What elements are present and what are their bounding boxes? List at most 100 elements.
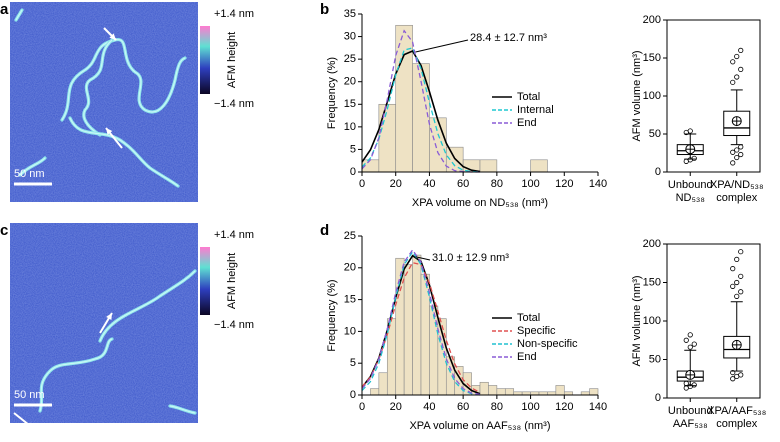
x-tick-label: 20	[390, 178, 402, 190]
x-tick-label: 100	[521, 178, 539, 190]
y-tick-label: 30	[344, 30, 356, 42]
outlier	[734, 53, 740, 60]
outlier	[683, 380, 689, 386]
outlier	[687, 128, 693, 134]
legend-label: Total	[517, 91, 540, 103]
y-tick-label: 15	[344, 294, 356, 306]
dna-highlight	[69, 117, 179, 187]
colorbar-title: AFM height	[226, 253, 238, 309]
panel-letter: a	[0, 1, 9, 18]
bar	[429, 305, 439, 396]
annotation: 28.4 ± 12.7 nm³	[470, 32, 547, 44]
arrow-head	[106, 313, 112, 320]
bar	[378, 103, 397, 173]
y-tick-label: 10	[344, 121, 356, 133]
y-tick-label: 0	[655, 392, 661, 404]
x-tick-label: 140	[589, 401, 607, 413]
outlier	[730, 283, 736, 289]
x-tick-label: 0	[359, 401, 365, 413]
colorbar-max: +1.4 nm	[214, 8, 254, 20]
legend-label: Internal	[517, 104, 554, 116]
y-tick-label: 20	[344, 76, 356, 88]
y-axis-label: AFM volume (nm³)	[631, 50, 643, 141]
outlier	[687, 332, 693, 338]
colorbar-max: +1.4 nm	[214, 229, 254, 241]
annotation-pointer	[415, 39, 469, 53]
outlier	[730, 160, 736, 166]
bar	[530, 159, 548, 173]
arrow-head	[106, 128, 113, 135]
scale-bar-label: 50 nm	[14, 389, 45, 401]
x-tick-label: 120	[555, 178, 573, 190]
colorbar-min: −1.4 nm	[214, 319, 254, 331]
y-tick-label: 20	[344, 262, 356, 274]
x-tick-label: 40	[423, 178, 435, 190]
y-tick-label: 100	[643, 90, 661, 102]
x-tick-label: 20	[390, 401, 402, 413]
outlier	[730, 59, 736, 65]
outlier	[738, 273, 744, 279]
fit-curve	[361, 250, 481, 396]
x-tick-label: Unbound	[668, 179, 713, 191]
bar	[488, 385, 498, 396]
outlier	[738, 144, 744, 150]
y-tick-label: 50	[649, 353, 661, 365]
outlier	[730, 149, 736, 155]
y-tick-label: 150	[643, 52, 661, 64]
plot-frame	[666, 19, 761, 173]
outlier	[738, 47, 744, 54]
outlier	[738, 372, 744, 378]
outlier	[730, 369, 736, 376]
outlier	[734, 74, 740, 80]
y-axis-label: Frequency (%)	[326, 279, 338, 351]
panel-letter: c	[0, 222, 8, 239]
bar	[403, 264, 413, 396]
outlier	[691, 341, 697, 347]
y-axis-label: AFM volume (nm³)	[631, 275, 643, 366]
bar	[412, 254, 422, 396]
plot-frame	[666, 243, 761, 399]
x-tick-label: XPA/ND₅₃₈	[710, 179, 764, 191]
legend-label: Non-specific	[517, 338, 578, 350]
y-tick-label: 200	[643, 14, 661, 26]
y-tick-label: 5	[350, 357, 356, 369]
outlier	[730, 266, 736, 272]
panel-letter: b	[320, 1, 329, 18]
outlier	[691, 382, 697, 388]
x-tick-label: 60	[457, 178, 469, 190]
dna-highlight	[19, 157, 46, 176]
x-tick-label: 80	[491, 178, 503, 190]
panel-letter: d	[320, 222, 329, 239]
x-tick-label: complex	[716, 192, 757, 204]
x-tick-label: 80	[491, 401, 503, 413]
outlier	[738, 66, 744, 73]
colorbar-min: −1.4 nm	[214, 98, 254, 110]
dna-highlight	[39, 338, 113, 412]
y-tick-label: 50	[649, 128, 661, 140]
y-tick-label: 0	[655, 166, 661, 178]
scale-bar-label: 50 nm	[14, 168, 45, 180]
x-tick-label: 0	[359, 178, 365, 190]
y-axis-label: Frequency (%)	[326, 57, 338, 129]
bar	[479, 159, 498, 173]
legend-label: End	[517, 117, 537, 129]
outlier	[738, 289, 744, 295]
x-tick-label: 100	[521, 401, 539, 413]
outlier	[734, 147, 740, 153]
outlier	[734, 256, 740, 262]
fit-curve	[361, 50, 481, 173]
y-tick-label: 200	[643, 238, 661, 250]
bar	[378, 372, 388, 396]
dna-highlight	[61, 39, 186, 121]
fit-curve	[361, 29, 480, 173]
y-tick-label: 25	[344, 230, 356, 242]
outlier	[683, 337, 689, 343]
afm-panel: 50 nm a +1.4 nm −1.4 nm AFM height	[0, 1, 254, 202]
y-tick-label: 0	[350, 389, 356, 401]
bar	[479, 381, 489, 396]
x-tick-label: XPA/AAF₅₃₈	[707, 405, 766, 417]
y-tick-label: 0	[350, 166, 356, 178]
arrow-head	[109, 33, 116, 40]
arrow-head	[27, 422, 34, 429]
y-tick-label: 35	[344, 8, 356, 20]
